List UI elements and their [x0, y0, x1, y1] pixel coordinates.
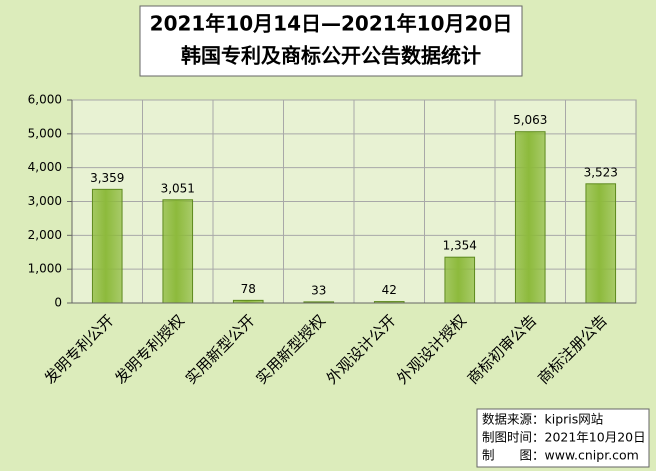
title-box: [139, 5, 523, 77]
y-tick-label: 3,000: [28, 194, 62, 208]
data-label: 3,523: [584, 165, 618, 179]
y-tick-label: 5,000: [28, 126, 62, 140]
data-label: 33: [311, 283, 326, 297]
bar: [514, 131, 546, 304]
y-tick-label: 2,000: [28, 228, 62, 242]
y-tick-label: 6,000: [28, 93, 62, 107]
bar: [585, 183, 617, 304]
bar: [444, 256, 476, 304]
y-tick-label: 1,000: [28, 262, 62, 276]
data-label: 1,354: [443, 239, 477, 253]
y-tick-label: 4,000: [28, 160, 62, 174]
bar: [162, 199, 194, 304]
data-label: 78: [241, 282, 256, 296]
chart-title: 2021年10月14日—2021年10月20日: [150, 12, 513, 36]
bar: [91, 188, 123, 304]
chart-subtitle: 韩国专利及商标公开公告数据统计: [181, 44, 481, 68]
y-tick-label: 0: [54, 296, 62, 310]
data-label: 3,051: [161, 181, 195, 195]
source-line: 制图时间：2021年10月20日: [482, 430, 646, 445]
data-label: 5,063: [513, 113, 547, 127]
source-line: 制 图：www.cnipr.com: [482, 448, 639, 463]
source-line: 数据来源：kipris网站: [482, 412, 603, 427]
data-label: 3,359: [90, 171, 124, 185]
source-box: [476, 408, 650, 468]
data-label: 42: [382, 283, 397, 297]
